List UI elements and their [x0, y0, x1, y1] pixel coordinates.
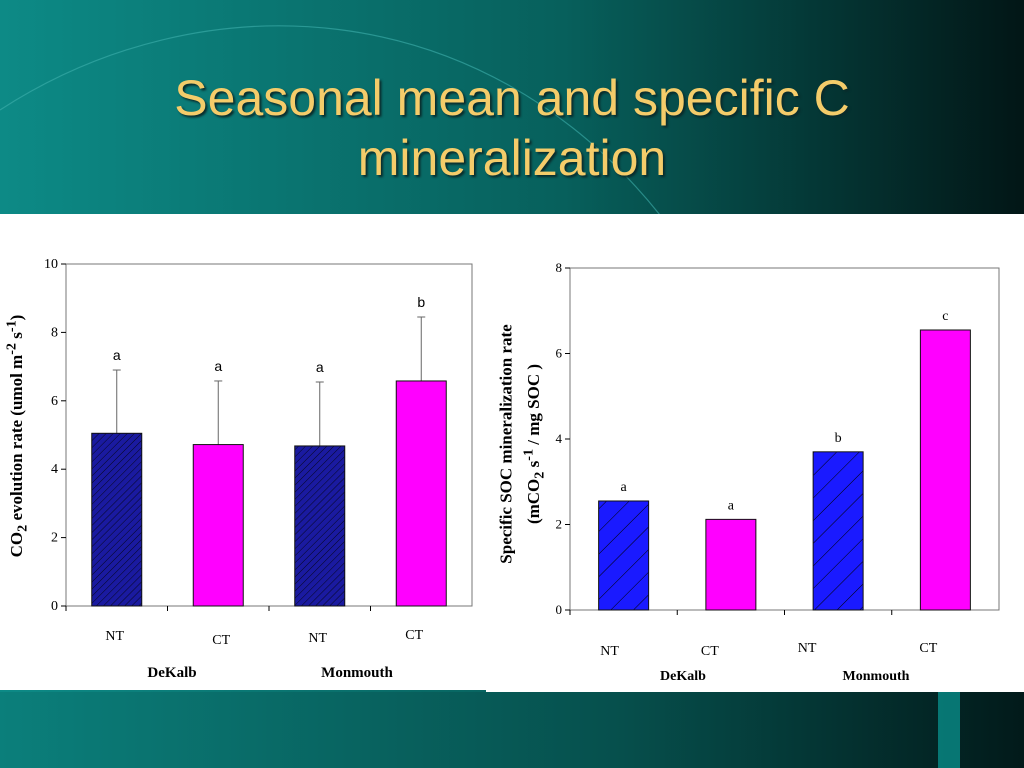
y-tick-label: 4 [51, 462, 58, 477]
x-category-label: CT [212, 633, 230, 648]
chart-panel-specific-soc: 0 2 4 6 8 a NT a CT b NT c CT DeKalb Monmouth Specific… [486, 214, 1024, 692]
y-tick-label: 4 [556, 431, 563, 446]
x-category-label: CT [405, 628, 423, 643]
x-category-label: CT [701, 644, 719, 659]
bar [598, 500, 650, 611]
y-tick-label: 8 [556, 260, 563, 275]
x-group-label: DeKalb [660, 669, 706, 684]
title-line-1: Seasonal mean and specific C [174, 70, 850, 126]
bar [812, 451, 864, 611]
bar [919, 329, 971, 611]
bar [294, 445, 346, 607]
y-tick-label: 2 [556, 517, 563, 532]
decorative-corner [938, 692, 960, 768]
significance-letter: a [113, 347, 121, 363]
y-tick-label: 2 [51, 531, 58, 546]
significance-letter: b [835, 431, 842, 446]
x-group-label: Monmouth [843, 669, 910, 684]
y-tick-label: 6 [51, 394, 58, 409]
bar [705, 518, 757, 611]
x-category-label: NT [308, 631, 327, 646]
chart-panel-co2-evolution: 0 2 4 6 8 10 a NT a CT a NT b CT DeKalb Monmouth CO2 ev… [0, 214, 494, 690]
x-category-label: NT [600, 644, 619, 659]
x-group-label: DeKalb [147, 665, 196, 681]
y-tick-label: 0 [51, 599, 58, 614]
significance-letter: a [316, 359, 324, 375]
bar [91, 432, 143, 607]
x-category-label: CT [919, 641, 937, 656]
y-tick-label: 8 [51, 325, 58, 340]
y-tick-label: 6 [556, 346, 563, 361]
x-category-label: NT [105, 629, 124, 644]
significance-letter: b [417, 294, 425, 310]
x-group-label: Monmouth [321, 665, 393, 681]
bar [192, 444, 244, 607]
specific-soc-chart: 0 2 4 6 8 a NT a CT b NT c CT DeKalb Monmouth [556, 260, 1000, 684]
significance-letter: a [214, 358, 222, 374]
co2-y-axis-label: CO2 evolution rate (umol m-2 s-1) [3, 314, 31, 558]
y-tick-label: 10 [44, 257, 58, 272]
title-line-2: mineralization [357, 130, 667, 186]
x-category-label: NT [798, 641, 817, 656]
significance-letter: a [621, 480, 628, 495]
y-tick-label: 0 [556, 602, 563, 617]
bar [395, 380, 447, 607]
slide-title: Seasonal mean and specific C mineralizat… [0, 68, 1024, 188]
decorative-curve [0, 25, 661, 216]
significance-letter: a [728, 498, 735, 513]
co2-evolution-chart: 0 2 4 6 8 10 a NT a CT a NT b CT DeKalb Monmouth [44, 257, 473, 681]
soc-y-axis-label: Specific SOC mineralization rate (mCO2 s-… [496, 324, 548, 564]
significance-letter: c [942, 309, 948, 324]
